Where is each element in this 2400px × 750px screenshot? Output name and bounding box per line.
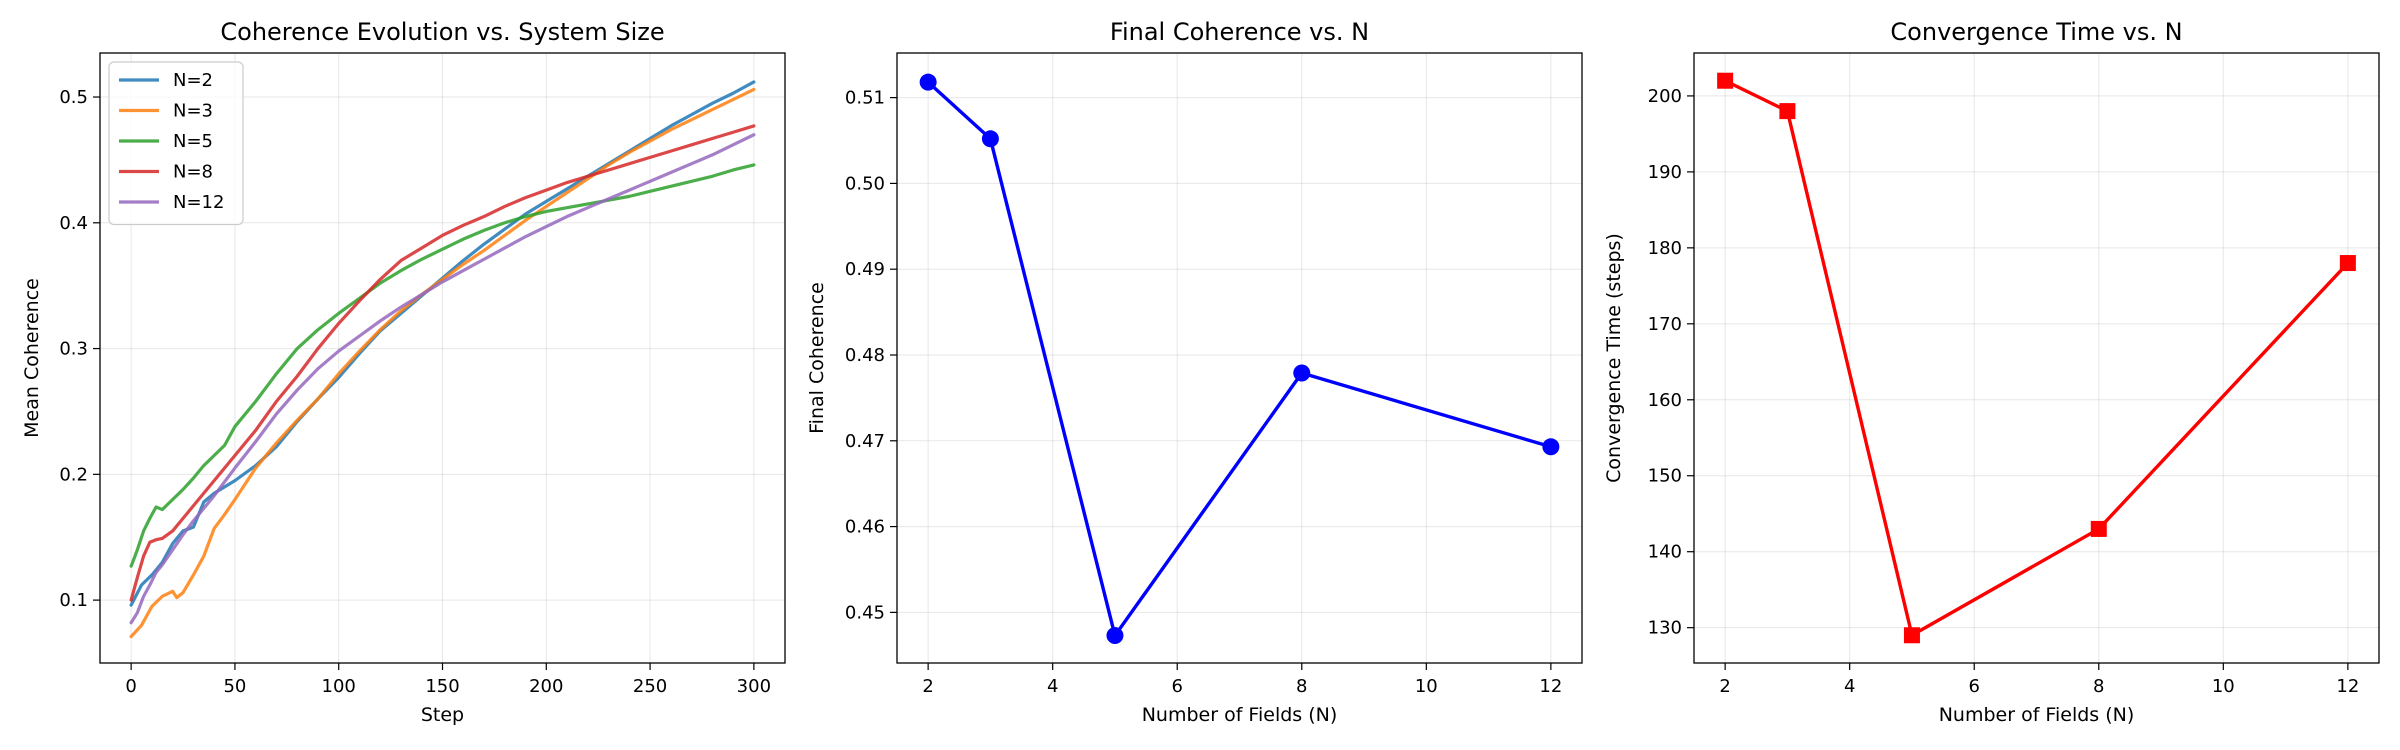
- final-coherence-xtick-label-5: 12: [1539, 676, 1562, 697]
- evolution-ytick-label-3: 0.4: [59, 213, 88, 234]
- final-coherence-panel: 2 4 6 8 10 12 0.45 0.46 0.47 0.48 0.49 0.50 0.51 Fina…: [806, 18, 1583, 726]
- convergence-time-title: Convergence Time vs. N: [1890, 18, 2182, 46]
- evolution-legend-box: [108, 61, 244, 226]
- evolution-series-n8: [129, 124, 756, 602]
- final-coherence-plot-frame: [896, 52, 1583, 664]
- final-coherence-ytick-label-1: 0.46: [845, 517, 885, 538]
- convergence-time-ytick-label-1: 140: [1648, 542, 1682, 563]
- final-coherence-ytick-label-4: 0.49: [845, 259, 885, 280]
- evolution-ytick-label-0: 0.1: [59, 590, 88, 611]
- final-coherence-xlabel: Number of Fields (N): [1142, 704, 1338, 726]
- convergence-time-ytick-label-5: 180: [1648, 238, 1682, 259]
- final-coherence-xtick-label-1: 4: [1047, 676, 1058, 697]
- convergence-time-ytick-label-0: 130: [1648, 618, 1682, 639]
- final-coherence-xtick-label-3: 8: [1296, 676, 1307, 697]
- convergence-time-ytick-label-4: 170: [1648, 314, 1682, 335]
- convergence-time-xtick-label-1: 4: [1844, 676, 1855, 697]
- convergence-time-ytick-label-6: 190: [1648, 162, 1682, 183]
- convergence-time-plot-frame: [1693, 52, 2380, 664]
- evolution-legend-label-3: N=8: [173, 162, 213, 183]
- final-coherence-xtick-label-4: 10: [1415, 676, 1438, 697]
- convergence-time-point-4: [2339, 255, 2356, 272]
- convergence-time-ytick-label-3: 160: [1648, 390, 1682, 411]
- final-coherence-ytick-label-3: 0.48: [845, 345, 885, 366]
- final-coherence-point-3: [1293, 364, 1311, 382]
- evolution-legend-label-4: N=12: [173, 192, 224, 213]
- evolution-xtick-label-2: 100: [322, 676, 356, 697]
- evolution-xtick-label-5: 250: [633, 676, 667, 697]
- evolution-title: Coherence Evolution vs. System Size: [220, 18, 664, 46]
- final-coherence-point-2: [1106, 627, 1124, 645]
- final-coherence-ytick-label-6: 0.51: [845, 88, 885, 109]
- evolution-legend-label-0: N=2: [173, 70, 213, 91]
- evolution-legend: N=2 N=3 N=5 N=8 N=12: [108, 61, 244, 226]
- evolution-ytick-label-1: 0.2: [59, 464, 88, 485]
- final-coherence-point-1: [981, 130, 999, 148]
- evolution-series-n12: [129, 133, 756, 625]
- final-coherence-xtick-label-2: 6: [1172, 676, 1183, 697]
- final-coherence-xtick-label-0: 2: [922, 676, 933, 697]
- final-coherence-ytick-label-2: 0.47: [845, 431, 885, 452]
- final-coherence-ytick-label-5: 0.50: [845, 173, 885, 194]
- convergence-time-point-2: [1903, 627, 1920, 644]
- convergence-time-xtick-label-3: 8: [2093, 676, 2104, 697]
- evolution-xtick-label-1: 50: [223, 676, 246, 697]
- evolution-xtick-label-0: 0: [125, 676, 136, 697]
- evolution-ytick-label-4: 0.5: [59, 87, 88, 108]
- final-coherence-point-0: [919, 73, 937, 91]
- evolution-legend-label-2: N=5: [173, 131, 213, 152]
- evolution-ylabel: Mean Coherence: [21, 278, 43, 438]
- convergence-time-xtick-label-2: 6: [1969, 676, 1980, 697]
- final-coherence-ylabel: Final Coherence: [806, 282, 828, 434]
- evolution-xtick-label-6: 300: [737, 676, 771, 697]
- convergence-time-point-1: [1779, 103, 1796, 120]
- convergence-time-panel: 2 4 6 8 10 12 130 140 150 160 170 180 190 200 Converge…: [1603, 18, 2380, 726]
- evolution-xlabel: Step: [421, 704, 464, 726]
- final-coherence-series-line: [926, 80, 1553, 638]
- convergence-time-point-3: [2090, 520, 2107, 537]
- evolution-xtick-label-3: 150: [425, 676, 459, 697]
- evolution-legend-label-1: N=3: [173, 101, 213, 122]
- convergence-time-xtick-label-0: 2: [1719, 676, 1730, 697]
- evolution-ytick-label-2: 0.3: [59, 339, 88, 360]
- final-coherence-title: Final Coherence vs. N: [1110, 18, 1369, 46]
- convergence-time-xtick-label-5: 12: [2336, 676, 2359, 697]
- convergence-time-xlabel: Number of Fields (N): [1939, 704, 2135, 726]
- final-coherence-ytick-label-0: 0.45: [845, 602, 885, 623]
- convergence-time-point-0: [1717, 72, 1734, 89]
- evolution-xtick-label-4: 200: [529, 676, 563, 697]
- convergence-time-ytick-label-7: 200: [1648, 86, 1682, 107]
- convergence-time-ylabel: Convergence Time (steps): [1603, 233, 1625, 483]
- evolution-series-n3: [129, 87, 756, 639]
- convergence-time-xtick-label-4: 10: [2212, 676, 2235, 697]
- coherence-evolution-panel: 0 50 100 150 200 250 300 0.1 0.2 0.3 0.4 0.5 Coheren…: [21, 18, 786, 726]
- convergence-time-ytick-label-2: 150: [1648, 466, 1682, 487]
- final-coherence-point-4: [1542, 438, 1560, 456]
